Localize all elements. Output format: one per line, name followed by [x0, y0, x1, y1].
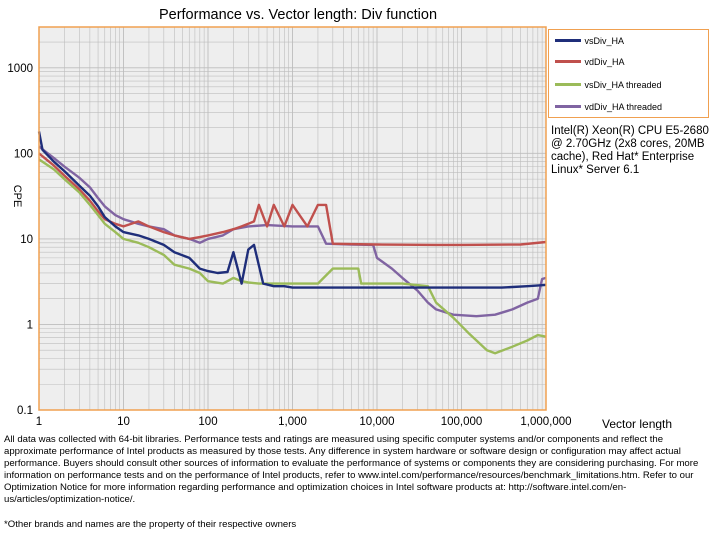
legend: vsDiv_HA vdDiv_HA vsDiv_HA threaded vdDi…: [548, 29, 709, 118]
brands-note: *Other brands and names are the property…: [4, 519, 297, 530]
legend-item: vdDiv_HA: [555, 55, 625, 69]
disclaimer-text: All data was collected with 64-bit libra…: [4, 434, 699, 505]
legend-label: vsDiv_HA: [584, 36, 625, 46]
x-tick-label: 100,000: [441, 416, 483, 428]
legend-item: vdDiv_HA threaded: [555, 100, 662, 114]
x-tick-label: 10: [117, 416, 130, 428]
legend-swatch-vddiv-ha-threaded: [555, 105, 581, 109]
y-axis-label: CPE: [11, 185, 23, 208]
y-tick-label: 10: [20, 234, 33, 246]
series-line-vsdiv-ha: [37, 131, 547, 289]
legend-swatch-vsdiv-ha: [555, 39, 581, 43]
legend-item: vsDiv_HA: [555, 34, 624, 48]
x-tick-label: 1,000,000: [520, 416, 571, 428]
x-tick-label: 1,000: [278, 416, 307, 428]
y-tick-label: 1: [27, 319, 33, 331]
x-tick-label: 1: [36, 416, 42, 428]
x-tick-label: 10,000: [359, 416, 394, 428]
chart: 1 10 100 1,000 10,000 100,000 1,000,0000.11101…: [7, 7, 672, 430]
legend-label: vdDiv_HA: [584, 57, 625, 67]
series-lines: [37, 131, 547, 355]
legend-item: vsDiv_HA threaded: [555, 78, 662, 92]
y-tick-label: 100: [14, 148, 33, 160]
legend-label: vdDiv_HA threaded: [584, 102, 663, 112]
y-tick-label: 1000: [7, 63, 33, 75]
tick-labels: 1 10 100 1,000 10,000 100,000 1,000,0000.11101…: [7, 63, 571, 428]
plot-border: [38, 26, 547, 411]
series-line-vsdiv-ha-threaded: [38, 158, 547, 355]
legend-swatch-vsdiv-ha-threaded: [555, 83, 581, 87]
legend-swatch-vddiv-ha: [555, 60, 581, 64]
x-axis-label: Vector length: [602, 417, 672, 430]
chart-title: Performance vs. Vector length: Div funct…: [159, 7, 437, 23]
series-line-vddiv-ha: [38, 152, 547, 247]
cpu-note: Intel(R) Xeon(R) CPU E5-2680 @ 2.70GHz (…: [551, 125, 709, 176]
x-tick-label: 100: [198, 416, 217, 428]
y-tick-label: 0.1: [17, 405, 33, 417]
legend-label: vsDiv_HA threaded: [584, 80, 662, 90]
